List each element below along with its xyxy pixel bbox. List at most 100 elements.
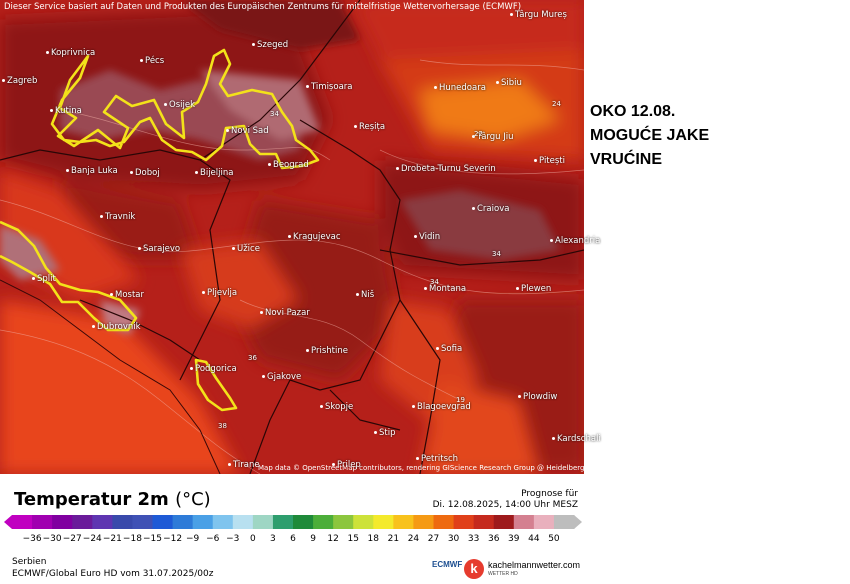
kachelmann-logo-icon: k (464, 559, 484, 579)
scale-min-arrow (4, 515, 12, 529)
scale-segment (493, 515, 515, 529)
scale-tick-label: −27 (62, 534, 82, 544)
city-label: Plowdiw (518, 392, 557, 402)
coastline (0, 279, 221, 474)
city-label: Koprivnica (46, 48, 95, 58)
ecmwf-logo: ECMWF (432, 560, 462, 569)
city-label: Szeged (252, 40, 288, 50)
ecmwf-logo-text: ECMWF (432, 560, 463, 569)
color-scale-bar (4, 515, 582, 529)
map-attribution: Map data © OpenStreetMap contributors, r… (258, 464, 622, 472)
city-label: Prishtine (306, 346, 348, 356)
city-label: Pljevlja (202, 288, 237, 298)
city-label: Skopje (320, 402, 353, 412)
scale-segment (473, 515, 495, 529)
legend-title-text: Temperatur 2m (14, 489, 169, 510)
scale-segment (212, 515, 234, 529)
city-label: Travnik (100, 212, 135, 222)
city-label: Doboj (130, 168, 160, 178)
city-label: Petritsch (416, 454, 458, 464)
scale-tick-label: 9 (310, 534, 316, 544)
scale-tick-label: −6 (206, 534, 220, 544)
temperature-value: 34 (270, 110, 279, 118)
scale-tick-label: −12 (163, 534, 183, 544)
temperature-value: 24 (552, 100, 561, 108)
scale-segment (413, 515, 434, 529)
city-label: Beograd (268, 160, 309, 170)
side-annotation: OKO 12.08. MOGUĆE JAKE VRUĆINE (590, 100, 709, 172)
scale-tick-label: 15 (347, 534, 359, 544)
city-label: Podgorica (190, 364, 237, 374)
scale-tick-label: 27 (427, 534, 440, 544)
city-label: Banja Luka (66, 166, 118, 176)
scale-tick-label: 24 (407, 534, 420, 544)
scale-segment (373, 515, 394, 529)
model-run: ECMWF/Global Euro HD vom 31.07.2025/00z (12, 569, 214, 579)
city-label: Split (32, 274, 56, 284)
forecast-info: Prognose für Di. 12.08.2025, 14:00 Uhr M… (433, 489, 578, 511)
data-source-note: Dieser Service basiert auf Daten und Pro… (4, 2, 522, 12)
city-label: Blagoevgrad (412, 402, 471, 412)
temperature-value: 19 (456, 396, 465, 404)
city-label: Sofia (436, 344, 462, 354)
city-label: Craiova (472, 204, 509, 214)
scale-segment (132, 515, 153, 529)
region-name: Serbien (12, 557, 47, 567)
scale-tick-label: 3 (270, 534, 276, 544)
city-label: Novi Sad (226, 126, 269, 136)
legend-title: Temperatur 2m (°C) (14, 489, 211, 510)
temperature-map: Dieser Service basiert auf Daten und Pro… (0, 0, 584, 474)
scale-segment (513, 515, 535, 529)
scale-segment (172, 515, 194, 529)
scale-max-arrow (574, 515, 582, 529)
scale-segment (252, 515, 274, 529)
scale-segment (192, 515, 214, 529)
kachelmann-logo-name: kachelmannwetter.com (488, 560, 581, 570)
city-label: Timișoara (306, 82, 352, 92)
city-label: Montana (424, 284, 466, 294)
footer-info: Serbien ECMWF/Global Euro HD vom 31.07.2… (12, 556, 213, 580)
temperature-value: 22 (474, 130, 483, 138)
city-label: Mostar (110, 290, 144, 300)
city-label: Tirane (228, 460, 260, 470)
kachelmann-logo: kachelmannwetter.com WETTER HD (488, 561, 580, 579)
scale-tick-label: 6 (290, 534, 296, 544)
scale-segment (533, 515, 555, 529)
city-label: Kutina (50, 106, 82, 116)
city-label: Vidin (414, 232, 440, 242)
scale-tick-label: −3 (226, 534, 240, 544)
scale-segment (293, 515, 314, 529)
temperature-value: 36 (248, 354, 257, 362)
city-label: Alexandria (550, 236, 600, 246)
scale-tick-label: 18 (367, 534, 380, 544)
scale-tick-label: −15 (143, 534, 162, 544)
city-label: Prilep (332, 460, 361, 470)
legend-unit: (°C) (175, 489, 211, 510)
scale-tick-label: 33 (467, 534, 480, 544)
scale-tick-label: 39 (508, 534, 520, 544)
temperature-value: 38 (218, 422, 227, 430)
city-label: Târgu Jiu (472, 132, 514, 142)
forecast-label: Prognose für (521, 489, 578, 499)
scale-tick-label: 21 (387, 534, 400, 544)
city-label: Kragujevac (288, 232, 341, 242)
city-label: Novi Pazar (260, 308, 310, 318)
city-label: Kardschali (552, 434, 601, 444)
scale-segment (433, 515, 455, 529)
scale-segment (52, 515, 73, 529)
scale-segment (232, 515, 254, 529)
scale-segment (72, 515, 93, 529)
city-label: Dubrovnik (92, 322, 141, 332)
scale-tick-label: 30 (447, 534, 460, 544)
scale-segment (152, 515, 174, 529)
kachelmann-logo-sub: WETTER HD (488, 571, 518, 577)
scale-tick-label: 44 (528, 534, 540, 544)
scale-segment (553, 515, 575, 529)
scale-segment (12, 515, 33, 529)
scale-segment (333, 515, 354, 529)
temperature-value: 34 (492, 250, 501, 258)
scale-segment (32, 515, 53, 529)
color-scale-ticks: −36 −30 −27 −24 −21 −18 −15 −12 −9 −6 −3 0 3 6 9 12 15 18… (4, 534, 582, 546)
city-label: Drobeta-Turnu Severin (396, 164, 496, 174)
scale-segment (453, 515, 475, 529)
